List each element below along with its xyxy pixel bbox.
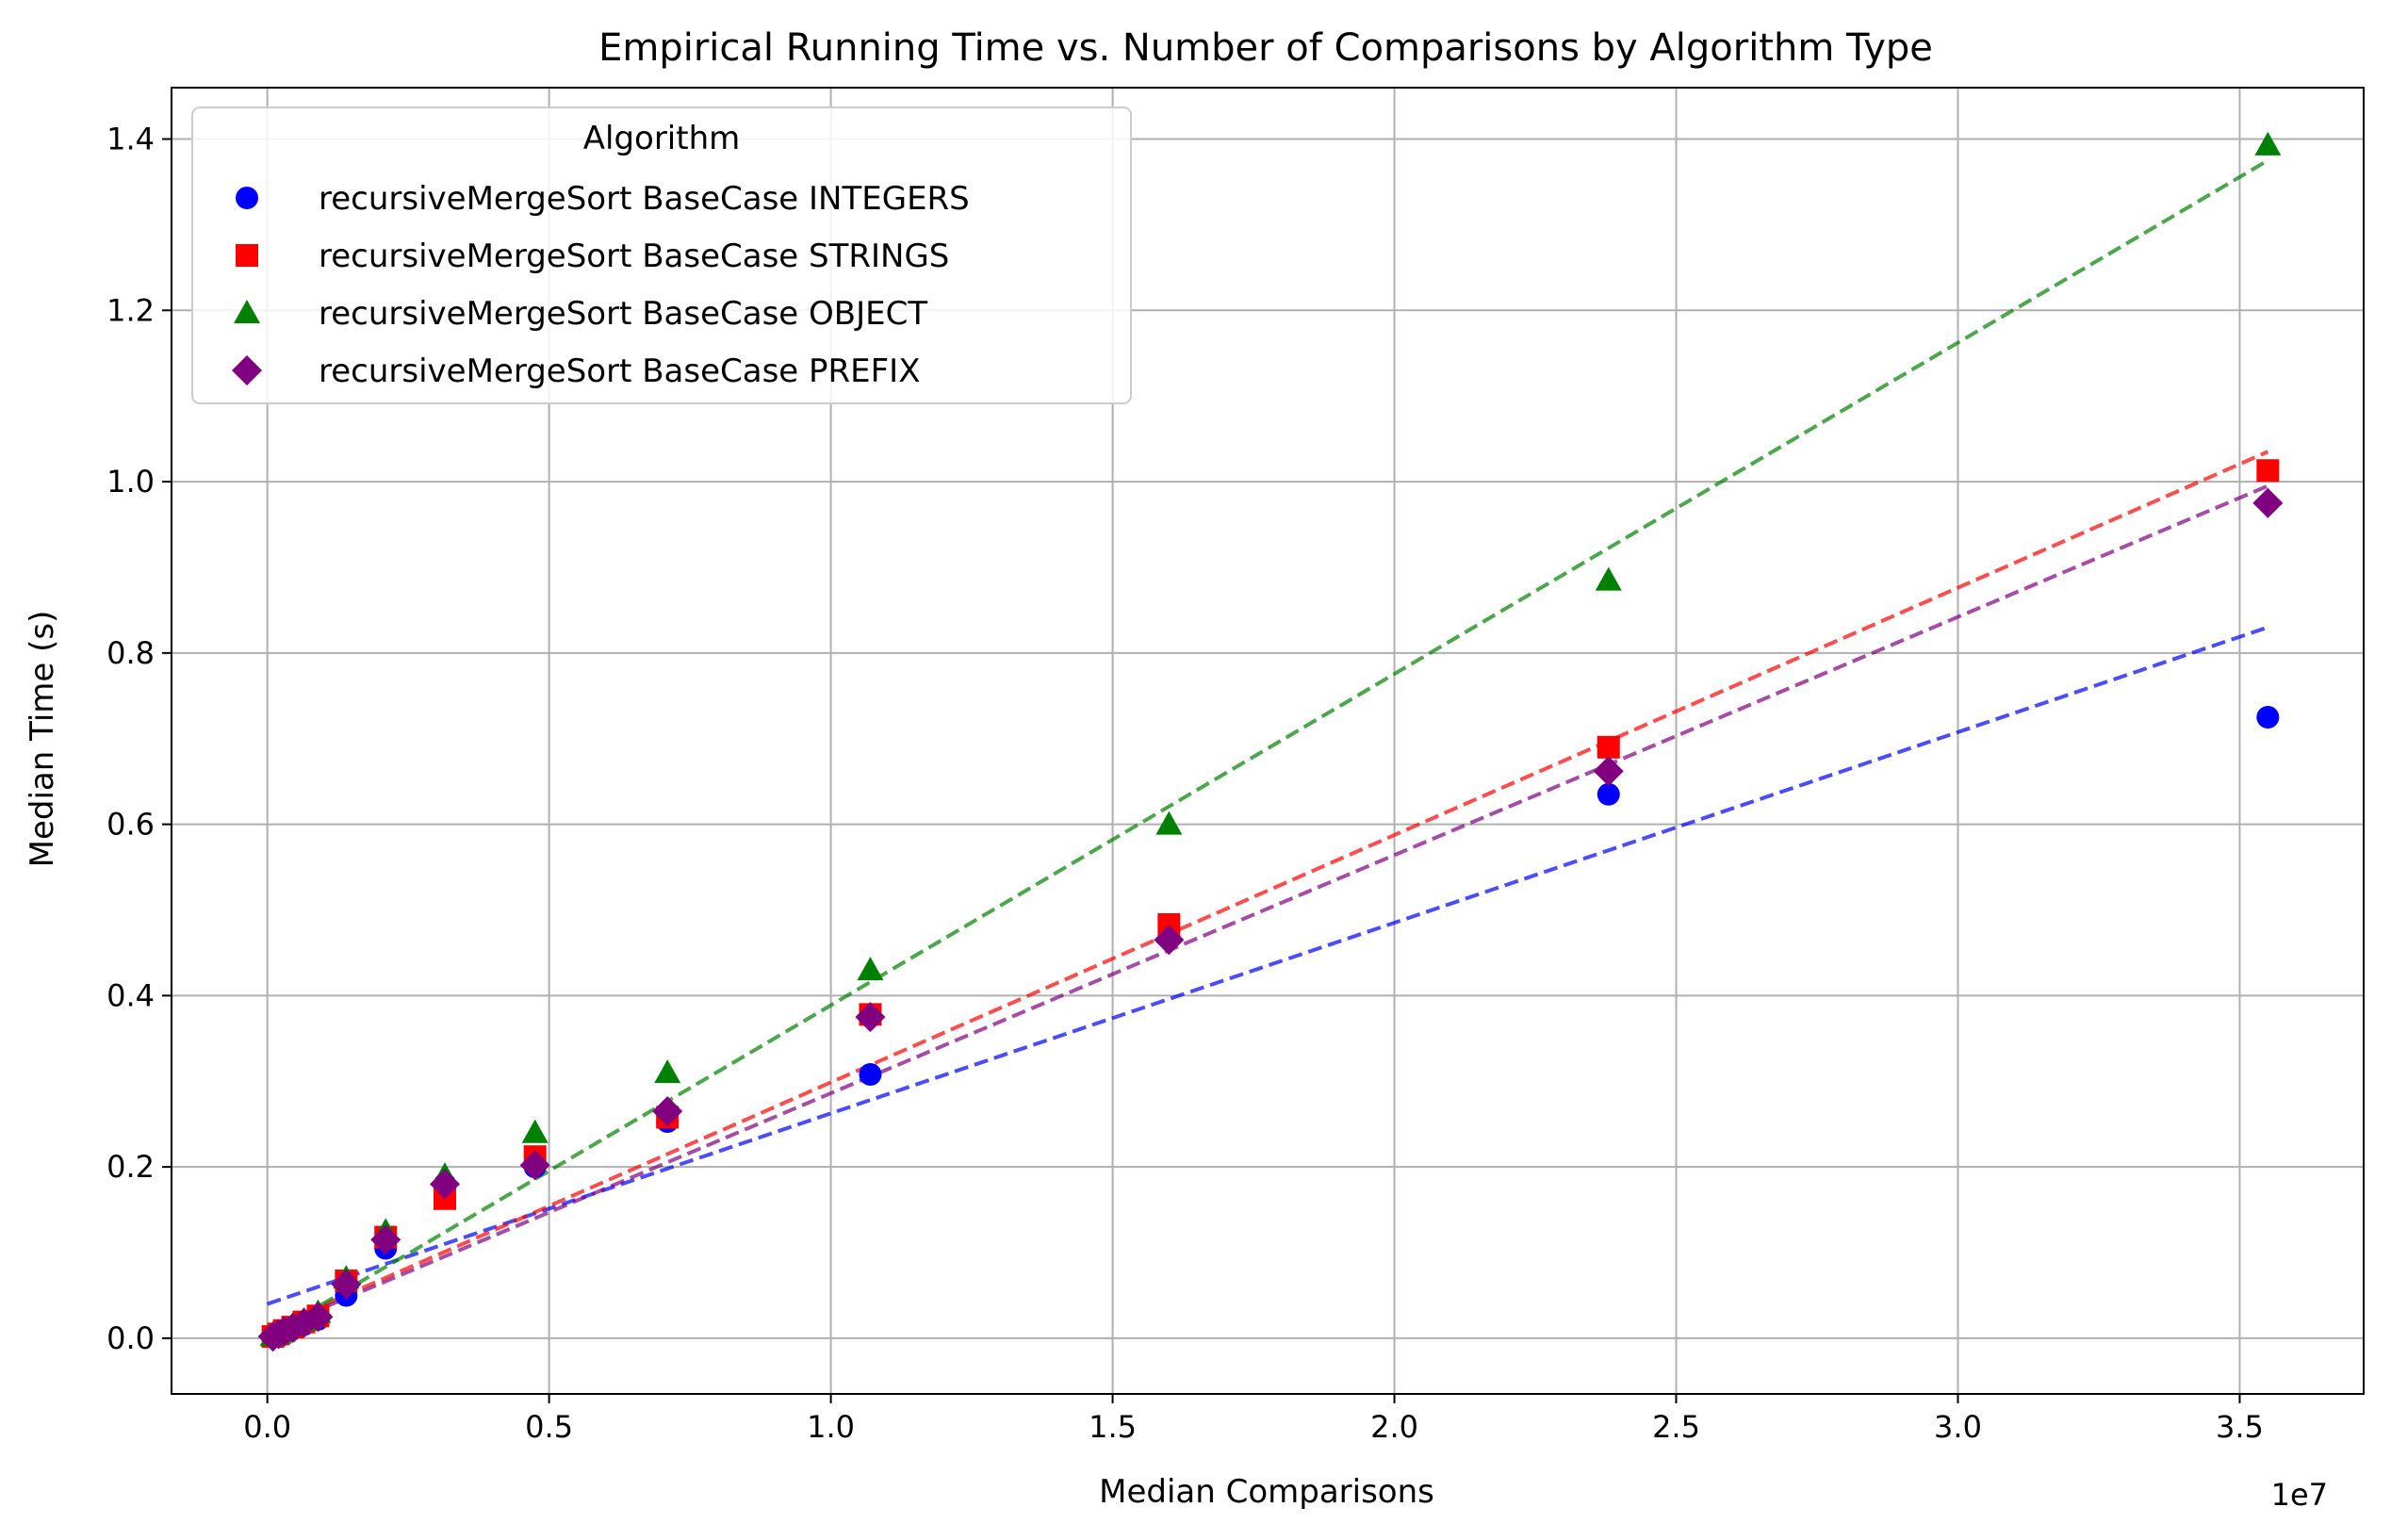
x-tick-label: 1.0 [807,1409,855,1445]
legend-items: recursiveMergeSort BaseCase INTEGERS recu… [232,180,970,390]
data-point [519,1150,550,1181]
data-point [2256,459,2280,483]
legend-marker-2 [234,300,260,323]
data-point [654,1059,681,1084]
data-point [1154,925,1185,956]
legend-marker-3 [232,355,262,385]
y-tick-label: 0.4 [106,977,155,1013]
chart-title: Empirical Running Time vs. Number of Com… [598,26,1933,70]
data-point [2254,131,2282,156]
x-tick-label: 2.5 [1652,1409,1700,1445]
x-tick-label: 0.0 [243,1409,291,1445]
data-points [257,131,2284,1352]
trend-line-3 [266,483,2269,1334]
trend-lines [266,158,2269,1338]
data-point [303,1302,334,1333]
data-point [331,1269,362,1300]
legend-label-0: recursiveMergeSort BaseCase INTEGERS [319,180,970,218]
x-axis-ticks: 0.0 0.5 1.0 1.5 2.0 2.5 3.0 3.5 [243,1394,2264,1445]
y-tick-label: 0.6 [106,807,155,843]
x-tick-label: 3.5 [2216,1409,2264,1445]
y-tick-label: 1.0 [106,464,155,500]
y-tick-label: 1.2 [106,292,155,328]
data-point [1597,735,1620,759]
x-tick-label: 3.0 [1934,1409,1982,1445]
data-point [2256,706,2280,729]
data-point [370,1224,401,1255]
data-point [1593,756,1624,787]
data-point [652,1096,683,1127]
data-point [855,1002,886,1033]
legend-label-2: recursiveMergeSort BaseCase OBJECT [319,295,927,333]
x-tick-label: 2.0 [1370,1409,1418,1445]
y-axis-ticks: 0.0 0.2 0.4 0.6 0.8 1.0 1.2 1.4 [106,122,172,1356]
y-tick-label: 0.2 [106,1149,155,1185]
data-point [521,1119,549,1143]
y-tick-label: 0.8 [106,635,155,671]
series-3-points [257,487,2284,1352]
data-point [430,1169,461,1200]
y-tick-label: 0.0 [106,1320,155,1356]
data-point [857,957,884,981]
x-axis-offset-label: 1e7 [2271,1477,2328,1513]
y-tick-label: 1.4 [106,122,155,157]
data-point [1595,566,1622,591]
trend-line-1 [266,450,2269,1332]
data-point [2252,487,2284,518]
trend-line-2 [266,158,2269,1338]
x-axis-label: Median Comparisons [1099,1473,1434,1511]
legend-label-3: recursiveMergeSort BaseCase PREFIX [319,352,921,390]
plot-area-frame [171,87,2365,1395]
x-tick-label: 1.5 [1089,1409,1137,1445]
data-point [1597,782,1620,806]
y-axis-label: Median Time (s) [24,611,61,868]
legend-marker-0 [236,187,258,209]
data-point [859,1062,882,1086]
legend-box [191,106,1132,404]
legend-title: Algorithm [583,120,741,157]
legend: Algorithm recursiveMergeSort BaseCase IN… [191,106,1132,404]
x-tick-label: 0.5 [525,1409,573,1445]
legend-label-1: recursiveMergeSort BaseCase STRINGS [319,238,949,275]
legend-marker-1 [236,244,258,267]
data-point [1155,811,1183,835]
